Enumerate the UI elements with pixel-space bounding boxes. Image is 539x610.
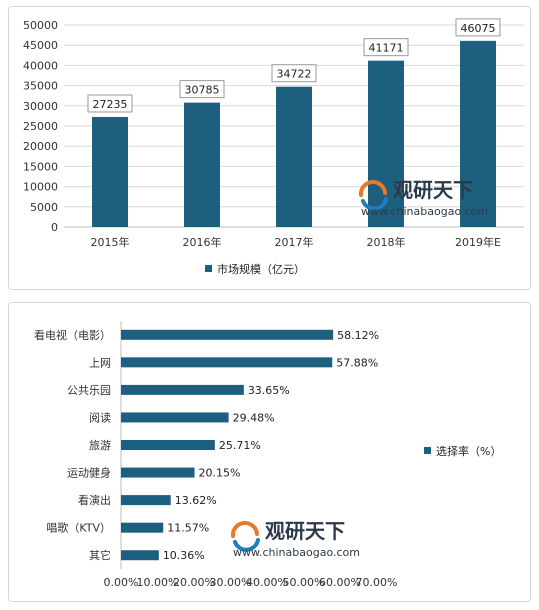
legend-label: 选择率（%） — [436, 444, 501, 458]
bar — [184, 102, 220, 227]
data-label-box — [363, 38, 409, 57]
selection-rate-chart-panel: 58.12% 看电视（电影） 57.88% 上网 33.65% 公共乐园 29.48% 阅读 2… — [8, 302, 531, 602]
y-tick-label: 45000 — [23, 39, 58, 52]
bar — [121, 329, 334, 340]
data-label: 30785 — [185, 84, 220, 97]
bar — [121, 357, 333, 368]
bar — [121, 384, 244, 395]
logo-swirl-orange — [358, 180, 387, 197]
bar — [121, 495, 171, 506]
data-label: 57.88% — [336, 356, 378, 369]
data-label: 11.57% — [167, 522, 209, 535]
logo-swirl-orange — [230, 521, 259, 538]
x-tick-label: 20.00% — [173, 576, 215, 589]
y-tick-label: 看电视（电影） — [34, 328, 111, 342]
y-tick-label: 10000 — [23, 181, 58, 194]
watermark-logo: 观研天下 www.chinabaogao.com — [230, 519, 360, 559]
selection-rate-chart: 58.12% 看电视（电影） 57.88% 上网 33.65% 公共乐园 29.48% 阅读 2… — [34, 321, 501, 589]
y-tick-label: 唱歌（KTV） — [46, 521, 111, 535]
data-label: 46075 — [461, 22, 496, 35]
watermark-url: www.chinabaogao.com — [233, 546, 360, 559]
x-tick-label: 10.00% — [137, 576, 179, 589]
watermark-name: 观研天下 — [265, 519, 345, 543]
x-tick-label: 2019年E — [455, 235, 501, 249]
y-tick-label: 25000 — [23, 120, 58, 133]
x-tick-label: 70.00% — [356, 576, 398, 589]
logo-swirl-blue — [233, 538, 260, 552]
x-tick-label: 40.00% — [246, 576, 288, 589]
y-tick-label: 5000 — [30, 201, 58, 214]
x-tick-label: 2015年 — [91, 235, 130, 249]
y-tick-label: 公共乐园 — [67, 384, 111, 397]
y-tick-label: 20000 — [23, 140, 58, 153]
data-label: 58.12% — [337, 329, 379, 342]
data-label-box — [271, 64, 317, 83]
data-label: 34722 — [277, 68, 312, 81]
data-label: 25.71% — [219, 439, 261, 452]
y-tick-label: 30000 — [23, 100, 58, 113]
watermark-logo: 观研天下 www.chinabaogao.com — [358, 178, 488, 218]
x-tick-label: 2017年 — [275, 235, 314, 249]
bar — [460, 40, 496, 228]
bar — [121, 550, 159, 561]
y-tick-label: 阅读 — [89, 410, 111, 424]
logo-swirl-blue — [361, 197, 388, 211]
x-tick-label: 2016年 — [183, 235, 222, 249]
watermark-url: www.chinabaogao.com — [361, 205, 488, 218]
y-tick-label: 50000 — [23, 19, 58, 32]
market-size-chart: 0 5000 10000 15000 20000 25000 30000 35000 40000… — [23, 18, 524, 276]
x-tick-label: 50.00% — [283, 576, 325, 589]
x-tick-label: 0.00% — [104, 576, 139, 589]
x-tick-label: 2018年 — [367, 235, 406, 249]
data-label-box — [179, 80, 225, 99]
data-label: 33.65% — [248, 384, 290, 397]
y-tick-label: 上网 — [89, 356, 111, 369]
data-label: 27235 — [93, 98, 128, 111]
x-tick-label: 60.00% — [319, 576, 361, 589]
data-label-box — [455, 18, 501, 37]
data-label: 29.48% — [233, 411, 275, 424]
bar — [121, 467, 195, 478]
bar — [121, 440, 215, 450]
legend-swatch — [205, 265, 212, 272]
data-label: 10.36% — [163, 549, 205, 562]
bar — [92, 116, 128, 227]
legend-label: 市场规模（亿元） — [217, 262, 305, 276]
x-tick-label: 30.00% — [210, 576, 252, 589]
bar — [276, 86, 312, 228]
market-size-chart-panel: 0 5000 10000 15000 20000 25000 30000 35000 40000… — [8, 6, 531, 290]
y-tick-label: 看演出 — [78, 493, 111, 507]
data-label: 20.15% — [199, 467, 241, 480]
legend-swatch — [424, 447, 431, 454]
y-tick-label: 其它 — [89, 548, 111, 562]
watermark-name: 观研天下 — [393, 178, 473, 202]
y-tick-label: 运动健身 — [67, 466, 111, 480]
bar — [121, 522, 164, 533]
bar — [121, 412, 229, 423]
y-tick-label: 15000 — [23, 160, 58, 173]
y-tick-label: 35000 — [23, 80, 58, 93]
data-label-box — [87, 94, 133, 113]
y-tick-label: 40000 — [23, 59, 58, 72]
y-tick-label: 旅游 — [89, 438, 111, 452]
y-tick-label: 0 — [51, 221, 58, 234]
data-label: 13.62% — [175, 494, 217, 507]
data-label: 41171 — [369, 42, 404, 55]
